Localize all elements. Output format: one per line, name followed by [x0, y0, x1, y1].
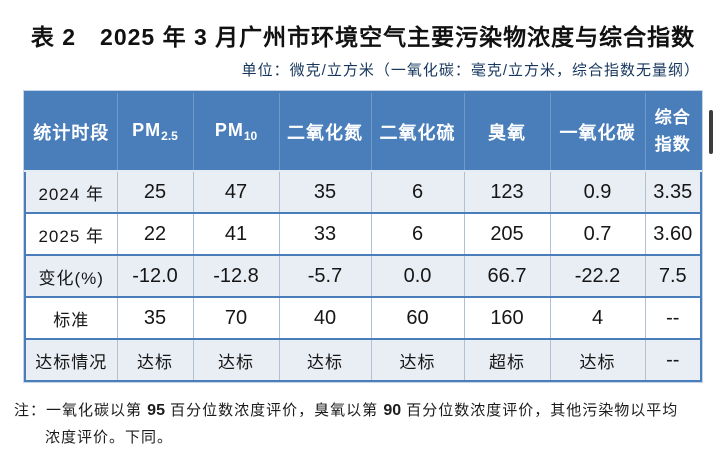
cell-attainment-index: --	[645, 338, 701, 381]
cell-2024-pm10: 47	[193, 171, 280, 213]
air-quality-table: 统计时段 PM2.5 PM10 二氧化氮 二氧化硫 臭氧 一氧化碳 综合 指数 …	[24, 91, 702, 382]
column-header-no2: 二氧化氮	[279, 92, 372, 172]
cell-standard-co: 4	[550, 296, 646, 339]
column-header-index: 综合 指数	[645, 92, 701, 172]
table-row-2025: 2025 年 22 41 33 6 205 0.7 3.60	[25, 212, 701, 255]
row-label-2025: 2025 年	[25, 212, 118, 255]
cell-attainment-co: 达标	[550, 338, 646, 381]
cell-standard-pm10: 70	[193, 296, 280, 339]
cell-change-pm10: -12.8	[193, 254, 280, 297]
column-header-so2: 二氧化硫	[371, 92, 465, 172]
column-header-period: 统计时段	[25, 92, 118, 172]
footnote-percentile-o3: 90	[383, 402, 402, 419]
cell-2025-co: 0.7	[550, 212, 646, 255]
cell-2024-co: 0.9	[550, 171, 646, 213]
cell-2024-no2: 35	[279, 171, 372, 213]
cell-standard-no2: 40	[279, 296, 372, 339]
cell-change-o3: 66.7	[464, 254, 551, 297]
cell-2024-index: 3.35	[645, 171, 701, 213]
cell-change-so2: 0.0	[371, 254, 465, 297]
cell-2024-pm25: 25	[117, 171, 194, 213]
cell-2024-so2: 6	[371, 171, 465, 213]
footnote: 注：一氧化碳以第 95 百分位数浓度评价，臭氧以第 90 百分位数浓度评价，其他…	[14, 397, 712, 451]
cell-change-no2: -5.7	[279, 254, 372, 297]
table-row-2024: 2024 年 25 47 35 6 123 0.9 3.35	[25, 171, 701, 213]
pm10-base: PM	[214, 120, 244, 140]
cell-standard-pm25: 35	[117, 296, 194, 339]
cell-standard-index: --	[645, 296, 701, 339]
row-label-standard: 标准	[25, 296, 118, 339]
cell-attainment-pm10: 达标	[193, 338, 280, 381]
cell-2025-no2: 33	[279, 212, 372, 255]
cell-standard-so2: 60	[371, 296, 465, 339]
footnote-percentile-co: 95	[147, 402, 165, 419]
table-row-change: 变化(%) -12.0 -12.8 -5.7 0.0 66.7 -22.2 7.…	[25, 254, 701, 297]
pm25-sub: 2.5	[161, 129, 178, 143]
pm10-sub: 10	[243, 129, 258, 143]
column-header-o3: 臭氧	[464, 92, 551, 172]
column-header-co: 一氧化碳	[550, 92, 646, 172]
cell-2025-o3: 205	[464, 212, 551, 255]
unit-note: 单位：微克/立方米（一氧化碳：毫克/立方米，综合指数无量纲）	[241, 62, 700, 79]
table-row-attainment: 达标情况 达标 达标 达标 达标 超标 达标 --	[25, 338, 701, 381]
cell-attainment-pm25: 达标	[117, 338, 194, 381]
cell-standard-o3: 160	[464, 296, 551, 339]
column-header-pm10: PM10	[193, 92, 280, 172]
scrollbar-thumb[interactable]	[709, 110, 713, 154]
cell-change-co: -22.2	[550, 254, 646, 297]
cell-attainment-no2: 达标	[279, 338, 372, 381]
footnote-line2: 浓度评价。下同。	[45, 429, 174, 446]
index-header-line2: 指数	[654, 134, 691, 154]
footnote-suffix: 百分位数浓度评价，其他污染物以平均	[401, 402, 679, 419]
cell-2025-so2: 6	[371, 212, 465, 255]
cell-attainment-so2: 达标	[371, 338, 465, 381]
table-header-row: 统计时段 PM2.5 PM10 二氧化氮 二氧化硫 臭氧 一氧化碳 综合 指数	[25, 92, 701, 172]
index-header-line1: 综合	[654, 108, 691, 128]
cell-change-index: 7.5	[645, 254, 701, 297]
row-label-change: 变化(%)	[25, 254, 118, 297]
pm25-base: PM	[132, 120, 162, 140]
table-row-standard: 标准 35 70 40 60 160 4 --	[25, 296, 701, 339]
column-header-pm25: PM2.5	[117, 92, 194, 172]
cell-2025-pm25: 22	[117, 212, 194, 255]
cell-change-pm25: -12.0	[117, 254, 194, 297]
cell-2025-pm10: 41	[193, 212, 280, 255]
cell-2024-o3: 123	[464, 171, 551, 213]
footnote-prefix: 注：一氧化碳以第	[14, 402, 148, 419]
row-label-2024: 2024 年	[25, 171, 118, 213]
page-title: 表 2 2025 年 3 月广州市环境空气主要污染物浓度与综合指数	[30, 24, 696, 50]
footnote-middle: 百分位数浓度评价，臭氧以第	[164, 402, 384, 419]
cell-attainment-o3: 超标	[464, 338, 551, 381]
row-label-attainment: 达标情况	[25, 338, 118, 381]
cell-2025-index: 3.60	[645, 212, 701, 255]
